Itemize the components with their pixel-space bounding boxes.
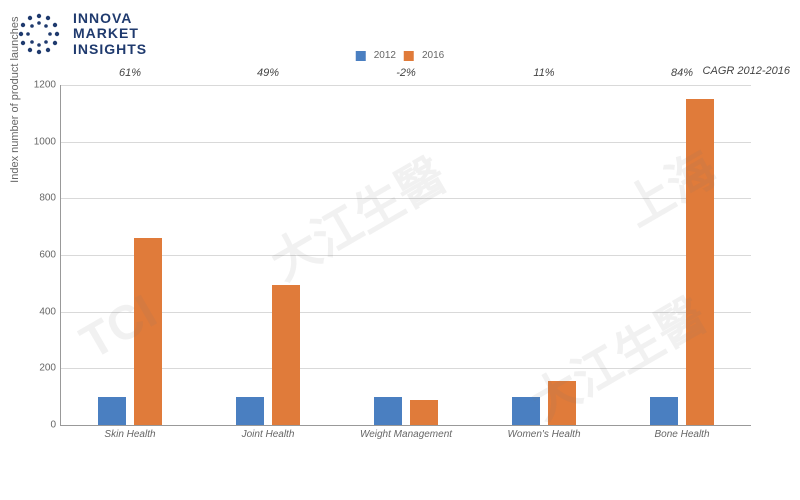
bar-2012: [512, 397, 540, 425]
y-tick: 600: [39, 250, 56, 261]
bar-2012: [650, 397, 678, 425]
bar-2016: [272, 285, 300, 425]
cagr-value: 84%: [613, 67, 751, 79]
x-tick-label: Bone Health: [613, 429, 751, 440]
legend-label-2012: 2012: [374, 50, 396, 61]
category-group: Joint Health49%: [199, 85, 337, 425]
y-axis-label: Index number of product launches: [9, 17, 21, 183]
x-tick-label: Women's Health: [475, 429, 613, 440]
x-tick-label: Weight Management: [337, 429, 475, 440]
y-tick: 1000: [34, 136, 56, 147]
logo-icon: [15, 10, 63, 58]
cagr-value: -2%: [337, 67, 475, 79]
cagr-value: 49%: [199, 67, 337, 79]
x-tick-label: Joint Health: [199, 429, 337, 440]
category-group: Women's Health11%: [475, 85, 613, 425]
legend-swatch-2012: [356, 51, 366, 61]
bar-2016: [548, 381, 576, 425]
brand-logo: INNOVA MARKET INSIGHTS: [15, 10, 147, 58]
cagr-value: 11%: [475, 67, 613, 79]
y-tick: 200: [39, 363, 56, 374]
y-tick: 1200: [34, 80, 56, 91]
cagr-value: 61%: [61, 67, 199, 79]
category-group: Weight Management-2%: [337, 85, 475, 425]
legend-swatch-2016: [404, 51, 414, 61]
category-group: Bone Health84%: [613, 85, 751, 425]
chart-legend: 2012 2016: [356, 50, 445, 61]
brand-line1: INNOVA: [73, 11, 147, 26]
y-tick: 800: [39, 193, 56, 204]
plot-area: 020040060080010001200Skin Health61%Joint…: [60, 85, 751, 426]
chart: Index number of product launches CAGR 20…: [60, 70, 750, 450]
bar-2016: [134, 238, 162, 425]
category-group: Skin Health61%: [61, 85, 199, 425]
brand-text: INNOVA MARKET INSIGHTS: [73, 11, 147, 57]
brand-line3: INSIGHTS: [73, 42, 147, 57]
y-tick: 0: [50, 420, 56, 431]
bar-2012: [98, 397, 126, 425]
x-tick-label: Skin Health: [61, 429, 199, 440]
bar-2016: [686, 99, 714, 425]
y-tick: 400: [39, 306, 56, 317]
legend-label-2016: 2016: [422, 50, 444, 61]
bar-2016: [410, 400, 438, 426]
bar-2012: [374, 397, 402, 425]
bar-2012: [236, 397, 264, 425]
brand-line2: MARKET: [73, 26, 147, 41]
